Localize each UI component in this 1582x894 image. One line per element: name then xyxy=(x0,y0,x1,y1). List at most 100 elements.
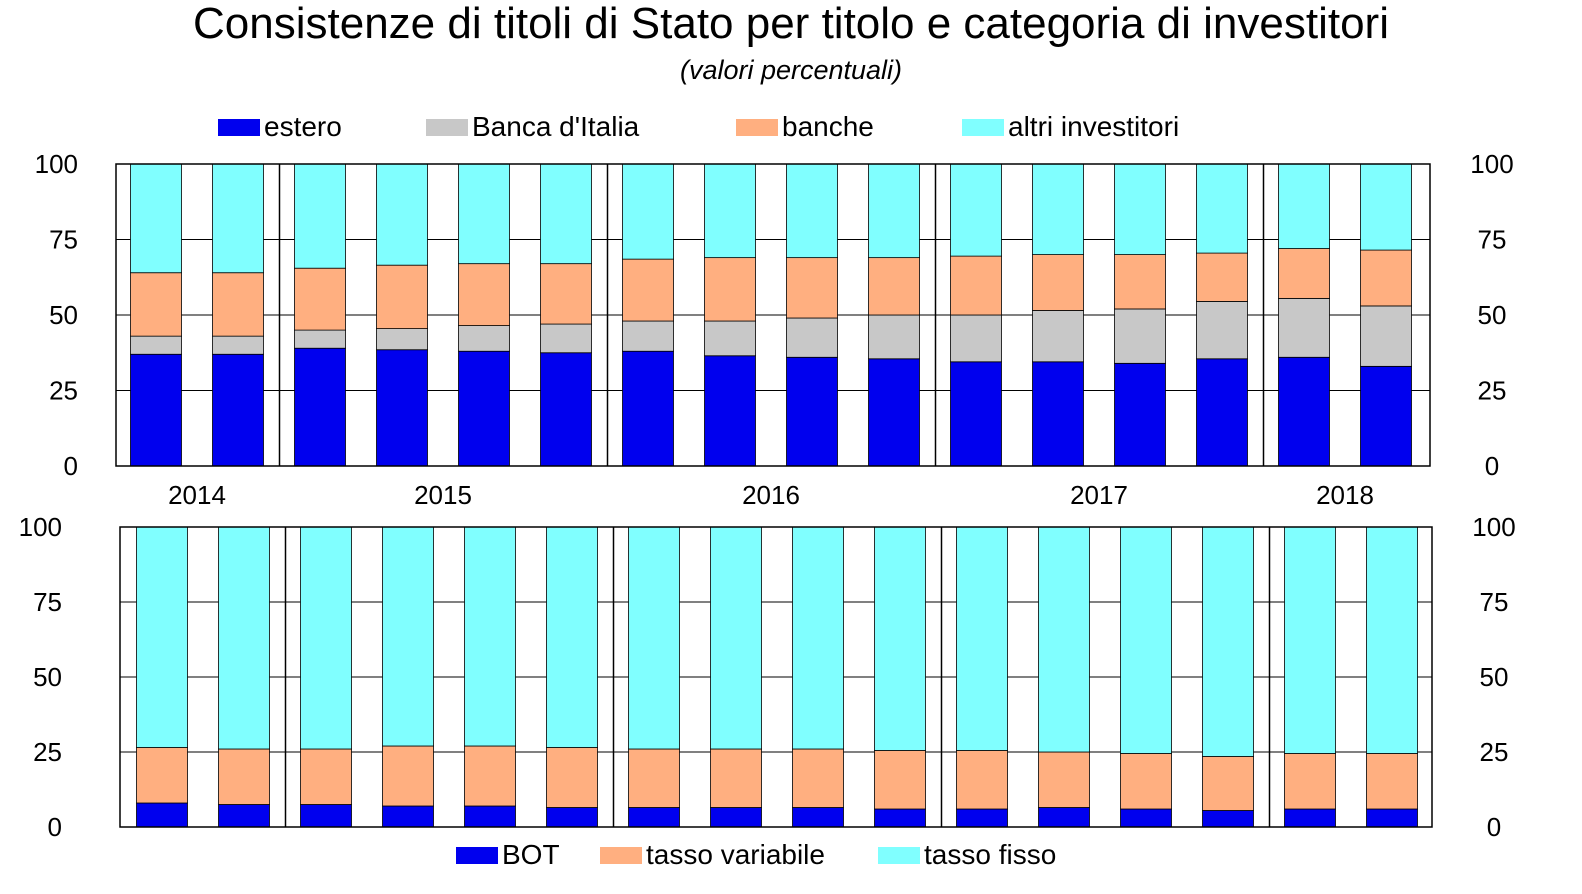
bar-1-banca-d-italia-4 xyxy=(458,325,510,352)
bar-2-bot-14 xyxy=(1284,808,1336,828)
bar-1-banche-11 xyxy=(1032,254,1084,311)
bar-2-tasso-fisso-1 xyxy=(218,526,270,750)
bar-1-estero-4 xyxy=(458,350,510,467)
bar-1-altri-investitori-9 xyxy=(868,163,920,259)
bar-1-banca-d-italia-11 xyxy=(1032,310,1084,363)
bar-2-tasso-variabile-13 xyxy=(1202,756,1254,811)
y-tick-right-1-25: 25 xyxy=(1478,376,1507,406)
bar-1-altri-investitori-6 xyxy=(622,163,674,260)
bar-2-bot-4 xyxy=(464,805,516,828)
legend-swatch-altri-investitori xyxy=(962,118,1004,136)
y-tick-left-1-0: 0 xyxy=(64,451,78,481)
bar-2-tasso-fisso-2 xyxy=(300,526,352,750)
bar-2-bot-11 xyxy=(1038,807,1090,828)
bar-2-bot-15 xyxy=(1366,808,1418,828)
bar-1-estero-13 xyxy=(1196,358,1248,467)
bar-1-altri-investitori-7 xyxy=(704,163,756,259)
bar-1-banche-14 xyxy=(1278,248,1330,299)
bar-2-bot-12 xyxy=(1120,808,1172,828)
bar-1-banca-d-italia-5 xyxy=(540,323,592,354)
bar-2-tasso-variabile-0 xyxy=(136,747,188,804)
bar-1-banca-d-italia-8 xyxy=(786,317,838,358)
bar-1-banca-d-italia-10 xyxy=(950,314,1002,363)
bar-2-bot-7 xyxy=(710,807,762,828)
bar-1-altri-investitori-11 xyxy=(1032,163,1084,255)
legend-item-banca-italia: Banca d'Italia xyxy=(426,110,639,144)
legend-swatch-banche xyxy=(736,118,778,136)
x-year-label-2018: 2018 xyxy=(1316,480,1374,510)
y-tick-left-2-25: 25 xyxy=(33,737,62,767)
bar-2-tasso-fisso-13 xyxy=(1202,526,1254,757)
legend-top: estero Banca d'Italia banche altri inves… xyxy=(0,110,1582,144)
bar-2-tasso-fisso-10 xyxy=(956,526,1008,751)
bar-1-banca-d-italia-1 xyxy=(212,335,264,355)
legend-item-banche: banche xyxy=(736,110,874,144)
bar-1-banca-d-italia-9 xyxy=(868,314,920,360)
bar-1-altri-investitori-12 xyxy=(1114,163,1166,255)
bar-2-tasso-variabile-9 xyxy=(874,750,926,810)
y-tick-right-2-50: 50 xyxy=(1480,662,1509,692)
y-tick-left-1-100: 100 xyxy=(35,149,78,179)
legend-label-tasso-fisso: tasso fisso xyxy=(924,839,1057,870)
bar-1-estero-1 xyxy=(212,353,264,467)
bar-2-tasso-fisso-6 xyxy=(628,526,680,750)
legend-label-altri-investitori: altri investitori xyxy=(1008,111,1180,142)
y-tick-left-2-0: 0 xyxy=(48,812,62,842)
bar-1-altri-investitori-2 xyxy=(294,163,346,269)
x-year-label-2014: 2014 xyxy=(168,480,226,510)
bar-1-banche-8 xyxy=(786,257,838,319)
bar-1-banche-13 xyxy=(1196,252,1248,302)
bar-2-tasso-variabile-5 xyxy=(546,747,598,808)
legend-label-banca-italia: Banca d'Italia xyxy=(472,111,640,142)
legend-item-estero: estero xyxy=(218,110,342,144)
bar-2-tasso-fisso-12 xyxy=(1120,526,1172,754)
bar-2-tasso-variabile-6 xyxy=(628,748,680,808)
bar-1-banche-9 xyxy=(868,257,920,316)
legend-swatch-tasso-variabile xyxy=(600,846,642,864)
bar-2-tasso-variabile-8 xyxy=(792,748,844,808)
bar-1-estero-8 xyxy=(786,356,838,467)
legend-bottom: BOT tasso variabile tasso fisso xyxy=(0,838,1582,872)
y-tick-right-1-0: 0 xyxy=(1485,451,1499,481)
bar-2-tasso-fisso-15 xyxy=(1366,526,1418,754)
bar-2-tasso-variabile-7 xyxy=(710,748,762,808)
y-tick-right-2-75: 75 xyxy=(1480,587,1509,617)
legend-item-altri-investitori: altri investitori xyxy=(962,110,1179,144)
y-tick-left-1-75: 75 xyxy=(49,225,78,255)
y-tick-left-2-100: 100 xyxy=(19,512,62,542)
bar-1-banche-12 xyxy=(1114,254,1166,310)
bar-2-tasso-fisso-14 xyxy=(1284,526,1336,754)
bar-1-altri-investitori-1 xyxy=(212,163,264,274)
bar-1-banche-1 xyxy=(212,272,264,337)
y-tick-right-2-0: 0 xyxy=(1487,812,1501,842)
bar-1-banca-d-italia-12 xyxy=(1114,308,1166,364)
bar-2-bot-2 xyxy=(300,804,352,828)
bar-1-altri-investitori-5 xyxy=(540,163,592,265)
bar-1-banche-4 xyxy=(458,263,510,326)
y-tick-right-2-25: 25 xyxy=(1480,737,1509,767)
bar-2-tasso-variabile-4 xyxy=(464,745,516,807)
y-tick-left-1-50: 50 xyxy=(49,300,78,330)
bar-1-estero-0 xyxy=(130,353,182,467)
bar-1-estero-6 xyxy=(622,350,674,467)
bar-1-banche-10 xyxy=(950,255,1002,316)
bar-1-altri-investitori-15 xyxy=(1360,163,1412,251)
legend-label-estero: estero xyxy=(264,111,342,142)
legend-item-tasso-fisso: tasso fisso xyxy=(878,838,1056,872)
bar-1-banca-d-italia-13 xyxy=(1196,301,1248,360)
bar-2-tasso-variabile-2 xyxy=(300,748,352,805)
bar-1-banche-15 xyxy=(1360,249,1412,307)
bar-2-tasso-fisso-3 xyxy=(382,526,434,747)
y-tick-left-1-25: 25 xyxy=(49,376,78,406)
legend-swatch-banca-italia xyxy=(426,118,468,136)
bar-1-altri-investitori-14 xyxy=(1278,163,1330,249)
bar-2-bot-0 xyxy=(136,802,188,828)
bar-1-estero-10 xyxy=(950,361,1002,467)
chart-subtitle: (valori percentuali) xyxy=(679,55,903,85)
bar-1-banche-3 xyxy=(376,264,428,329)
legend-item-tasso-variabile: tasso variabile xyxy=(600,838,825,872)
plot-frame-2 xyxy=(119,526,1433,828)
bar-2-bot-6 xyxy=(628,807,680,828)
legend-item-bot: BOT xyxy=(456,838,560,872)
